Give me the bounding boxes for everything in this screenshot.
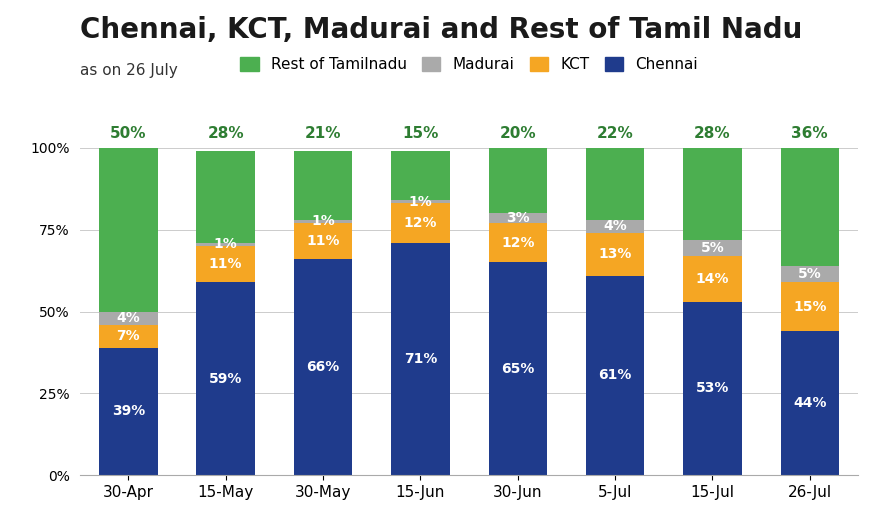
Bar — [489, 148, 547, 213]
Bar — [99, 148, 158, 312]
Text: 1%: 1% — [214, 238, 237, 251]
Text: 1%: 1% — [409, 195, 432, 209]
Text: 28%: 28% — [207, 126, 244, 142]
Text: 50%: 50% — [110, 126, 147, 142]
Bar — [489, 262, 547, 475]
Bar — [294, 223, 352, 259]
Bar — [683, 148, 742, 240]
Text: 13%: 13% — [598, 247, 632, 261]
Bar — [196, 243, 255, 246]
Bar — [391, 200, 450, 203]
Text: 4%: 4% — [117, 311, 140, 325]
Bar — [99, 312, 158, 325]
Text: 28%: 28% — [694, 126, 731, 142]
Text: 5%: 5% — [798, 267, 821, 281]
Text: 12%: 12% — [501, 236, 535, 250]
Text: as on 26 July: as on 26 July — [80, 63, 177, 78]
Text: 7%: 7% — [117, 329, 140, 343]
Bar — [489, 213, 547, 223]
Text: 1%: 1% — [312, 214, 335, 229]
Text: Chennai, KCT, Madurai and Rest of Tamil Nadu: Chennai, KCT, Madurai and Rest of Tamil … — [80, 16, 802, 44]
Bar — [586, 276, 644, 475]
Text: 11%: 11% — [209, 257, 242, 271]
Text: 22%: 22% — [596, 126, 634, 142]
Text: 5%: 5% — [701, 241, 724, 254]
Bar — [489, 223, 547, 262]
Text: 12%: 12% — [404, 216, 437, 230]
Text: 4%: 4% — [604, 220, 627, 233]
Bar — [196, 282, 255, 475]
Text: 39%: 39% — [112, 404, 145, 418]
Text: 21%: 21% — [304, 126, 342, 142]
Bar — [586, 148, 644, 220]
Text: 65%: 65% — [501, 362, 535, 376]
Bar — [391, 151, 450, 200]
Bar — [196, 246, 255, 282]
Text: 61%: 61% — [598, 369, 632, 382]
Bar — [683, 240, 742, 256]
Text: 66%: 66% — [306, 360, 340, 374]
Bar — [99, 347, 158, 475]
Bar — [294, 259, 352, 475]
Bar — [586, 220, 644, 233]
Bar — [586, 233, 644, 276]
Text: 36%: 36% — [791, 126, 828, 142]
Text: 53%: 53% — [696, 381, 729, 395]
Text: 20%: 20% — [499, 126, 536, 142]
Text: 15%: 15% — [402, 126, 439, 142]
Bar — [683, 301, 742, 475]
Text: 44%: 44% — [793, 396, 827, 410]
Bar — [781, 282, 839, 331]
Bar — [294, 220, 352, 223]
Text: 71%: 71% — [404, 352, 437, 366]
Text: 59%: 59% — [209, 372, 242, 385]
Bar — [391, 243, 450, 475]
Bar — [781, 331, 839, 475]
Bar — [781, 266, 839, 282]
Bar — [391, 203, 450, 243]
Bar — [781, 148, 839, 266]
Text: 11%: 11% — [306, 234, 340, 248]
Text: 15%: 15% — [793, 299, 827, 314]
Bar — [683, 256, 742, 301]
Text: 14%: 14% — [696, 272, 729, 286]
Bar — [294, 151, 352, 220]
Bar — [196, 151, 255, 243]
Text: 3%: 3% — [506, 211, 529, 225]
Bar — [99, 325, 158, 347]
Legend: Rest of Tamilnadu, Madurai, KCT, Chennai: Rest of Tamilnadu, Madurai, KCT, Chennai — [235, 51, 704, 78]
